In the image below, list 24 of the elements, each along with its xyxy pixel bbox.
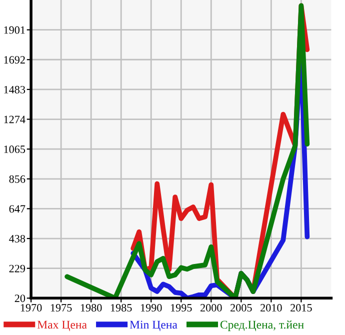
x-tick-label: 1980 bbox=[80, 304, 102, 312]
x-tick-label: 1995 bbox=[170, 304, 192, 312]
legend-label: Min Цена bbox=[130, 320, 178, 332]
y-tick-label: 1274 bbox=[4, 116, 26, 124]
legend-label: Сред.Цена, т.йен bbox=[220, 320, 304, 332]
x-tick-label: 1970 bbox=[20, 304, 42, 312]
x-tick-label: 2010 bbox=[260, 304, 282, 312]
y-tick-label: 1483 bbox=[4, 86, 26, 94]
x-tick-label: 1985 bbox=[110, 304, 132, 312]
x-tick-label: 2000 bbox=[200, 304, 222, 312]
x-tick-label: 1990 bbox=[140, 304, 162, 312]
y-tick-label: 438 bbox=[9, 234, 26, 242]
legend-label: Max Цена bbox=[37, 320, 87, 332]
x-tick-label: 1975 bbox=[50, 304, 72, 312]
y-tick-label: 1901 bbox=[4, 26, 25, 34]
y-tick-label: 1692 bbox=[4, 56, 25, 64]
y-tick-label: 856 bbox=[9, 175, 26, 183]
line-series bbox=[64, 3, 310, 298]
x-tick-label: 2015 bbox=[290, 304, 312, 312]
y-tick-label: 20 bbox=[14, 294, 26, 302]
y-tick-label: 229 bbox=[9, 264, 26, 272]
y-tick-label: 1065 bbox=[4, 146, 26, 154]
y-tick-label: 647 bbox=[9, 205, 26, 213]
x-tick-label: 2005 bbox=[230, 304, 252, 312]
